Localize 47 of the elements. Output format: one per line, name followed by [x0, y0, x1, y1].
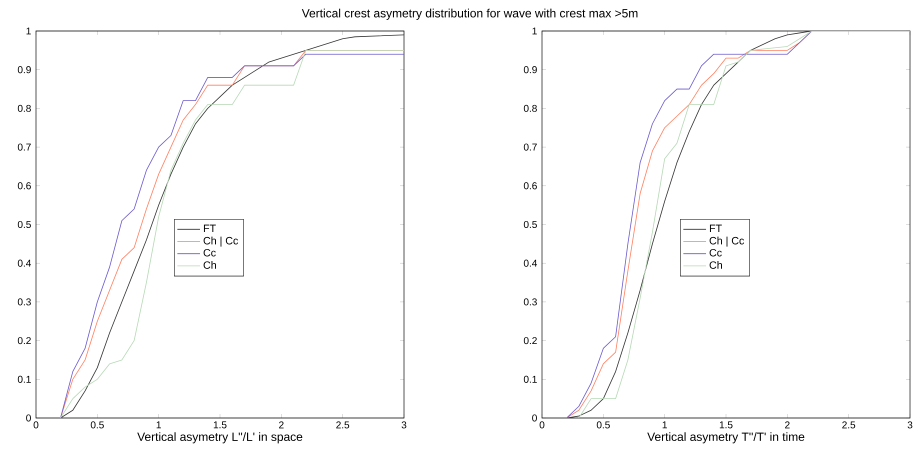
y-tick-label: 0.1: [524, 376, 537, 383]
y-tick-label: 0.4: [18, 260, 32, 267]
x-tick-label: 0.5: [596, 421, 610, 428]
legend-label: Cc: [204, 248, 216, 257]
x-tick-label: 1: [662, 421, 667, 428]
y-tick-label: 0.9: [18, 66, 31, 74]
y-tick-label: 0.3: [524, 298, 537, 306]
legend-label: Cc: [710, 248, 722, 257]
legend-label: FT: [710, 224, 722, 232]
legend-label: Ch | Cc: [204, 236, 238, 247]
y-tick-label: 1: [532, 28, 537, 34]
y-tick-label: 0.3: [18, 298, 31, 306]
legend-label: Ch: [204, 261, 216, 269]
x-tick-label: 0: [34, 421, 38, 428]
y-tick-label: 0.1: [18, 376, 31, 383]
y-tick-label: 0.5: [18, 220, 31, 228]
y-tick-label: 0.8: [18, 104, 31, 112]
x-tick-label: 2.5: [842, 421, 856, 428]
x-tick-label: 0.5: [90, 421, 104, 428]
legend-label: FT: [204, 224, 216, 232]
y-tick-label: 1: [26, 28, 31, 34]
y-tick-label: 0: [26, 414, 31, 422]
y-tick-label: 0.2: [524, 337, 537, 344]
x-tick-label: 1: [156, 421, 161, 428]
y-tick-label: 0.6: [18, 182, 31, 190]
y-tick-label: 0.6: [524, 182, 537, 190]
y-tick-label: 0.4: [524, 260, 538, 267]
x-axis-title: Vertical asymetry L''/L' in space: [137, 432, 302, 444]
legend-label: Ch | Cc: [710, 236, 744, 247]
y-tick-label: 0.5: [524, 220, 537, 228]
y-tick-label: 0.7: [524, 144, 537, 151]
y-tick-label: 0.8: [524, 104, 537, 112]
x-axis-title: Vertical asymetry T''/T' in time: [647, 432, 804, 444]
x-tick-label: 2: [279, 421, 284, 428]
x-tick-label: 2: [785, 421, 790, 428]
y-tick-label: 0.2: [18, 337, 31, 344]
text: Vertical crest asymetry distribution for wave with crest max >5m: [302, 8, 638, 20]
x-tick-label: 1.5: [720, 421, 733, 428]
legend-label: Ch: [710, 261, 722, 269]
x-tick-label: 3: [908, 421, 912, 428]
x-tick-label: 3: [402, 421, 406, 428]
x-tick-label: 0: [540, 421, 544, 428]
x-tick-label: 1.5: [214, 421, 227, 428]
y-tick-label: 0.7: [18, 144, 31, 151]
y-tick-label: 0: [532, 414, 537, 422]
y-tick-label: 0.9: [524, 66, 537, 74]
x-tick-label: 2.5: [336, 421, 350, 428]
